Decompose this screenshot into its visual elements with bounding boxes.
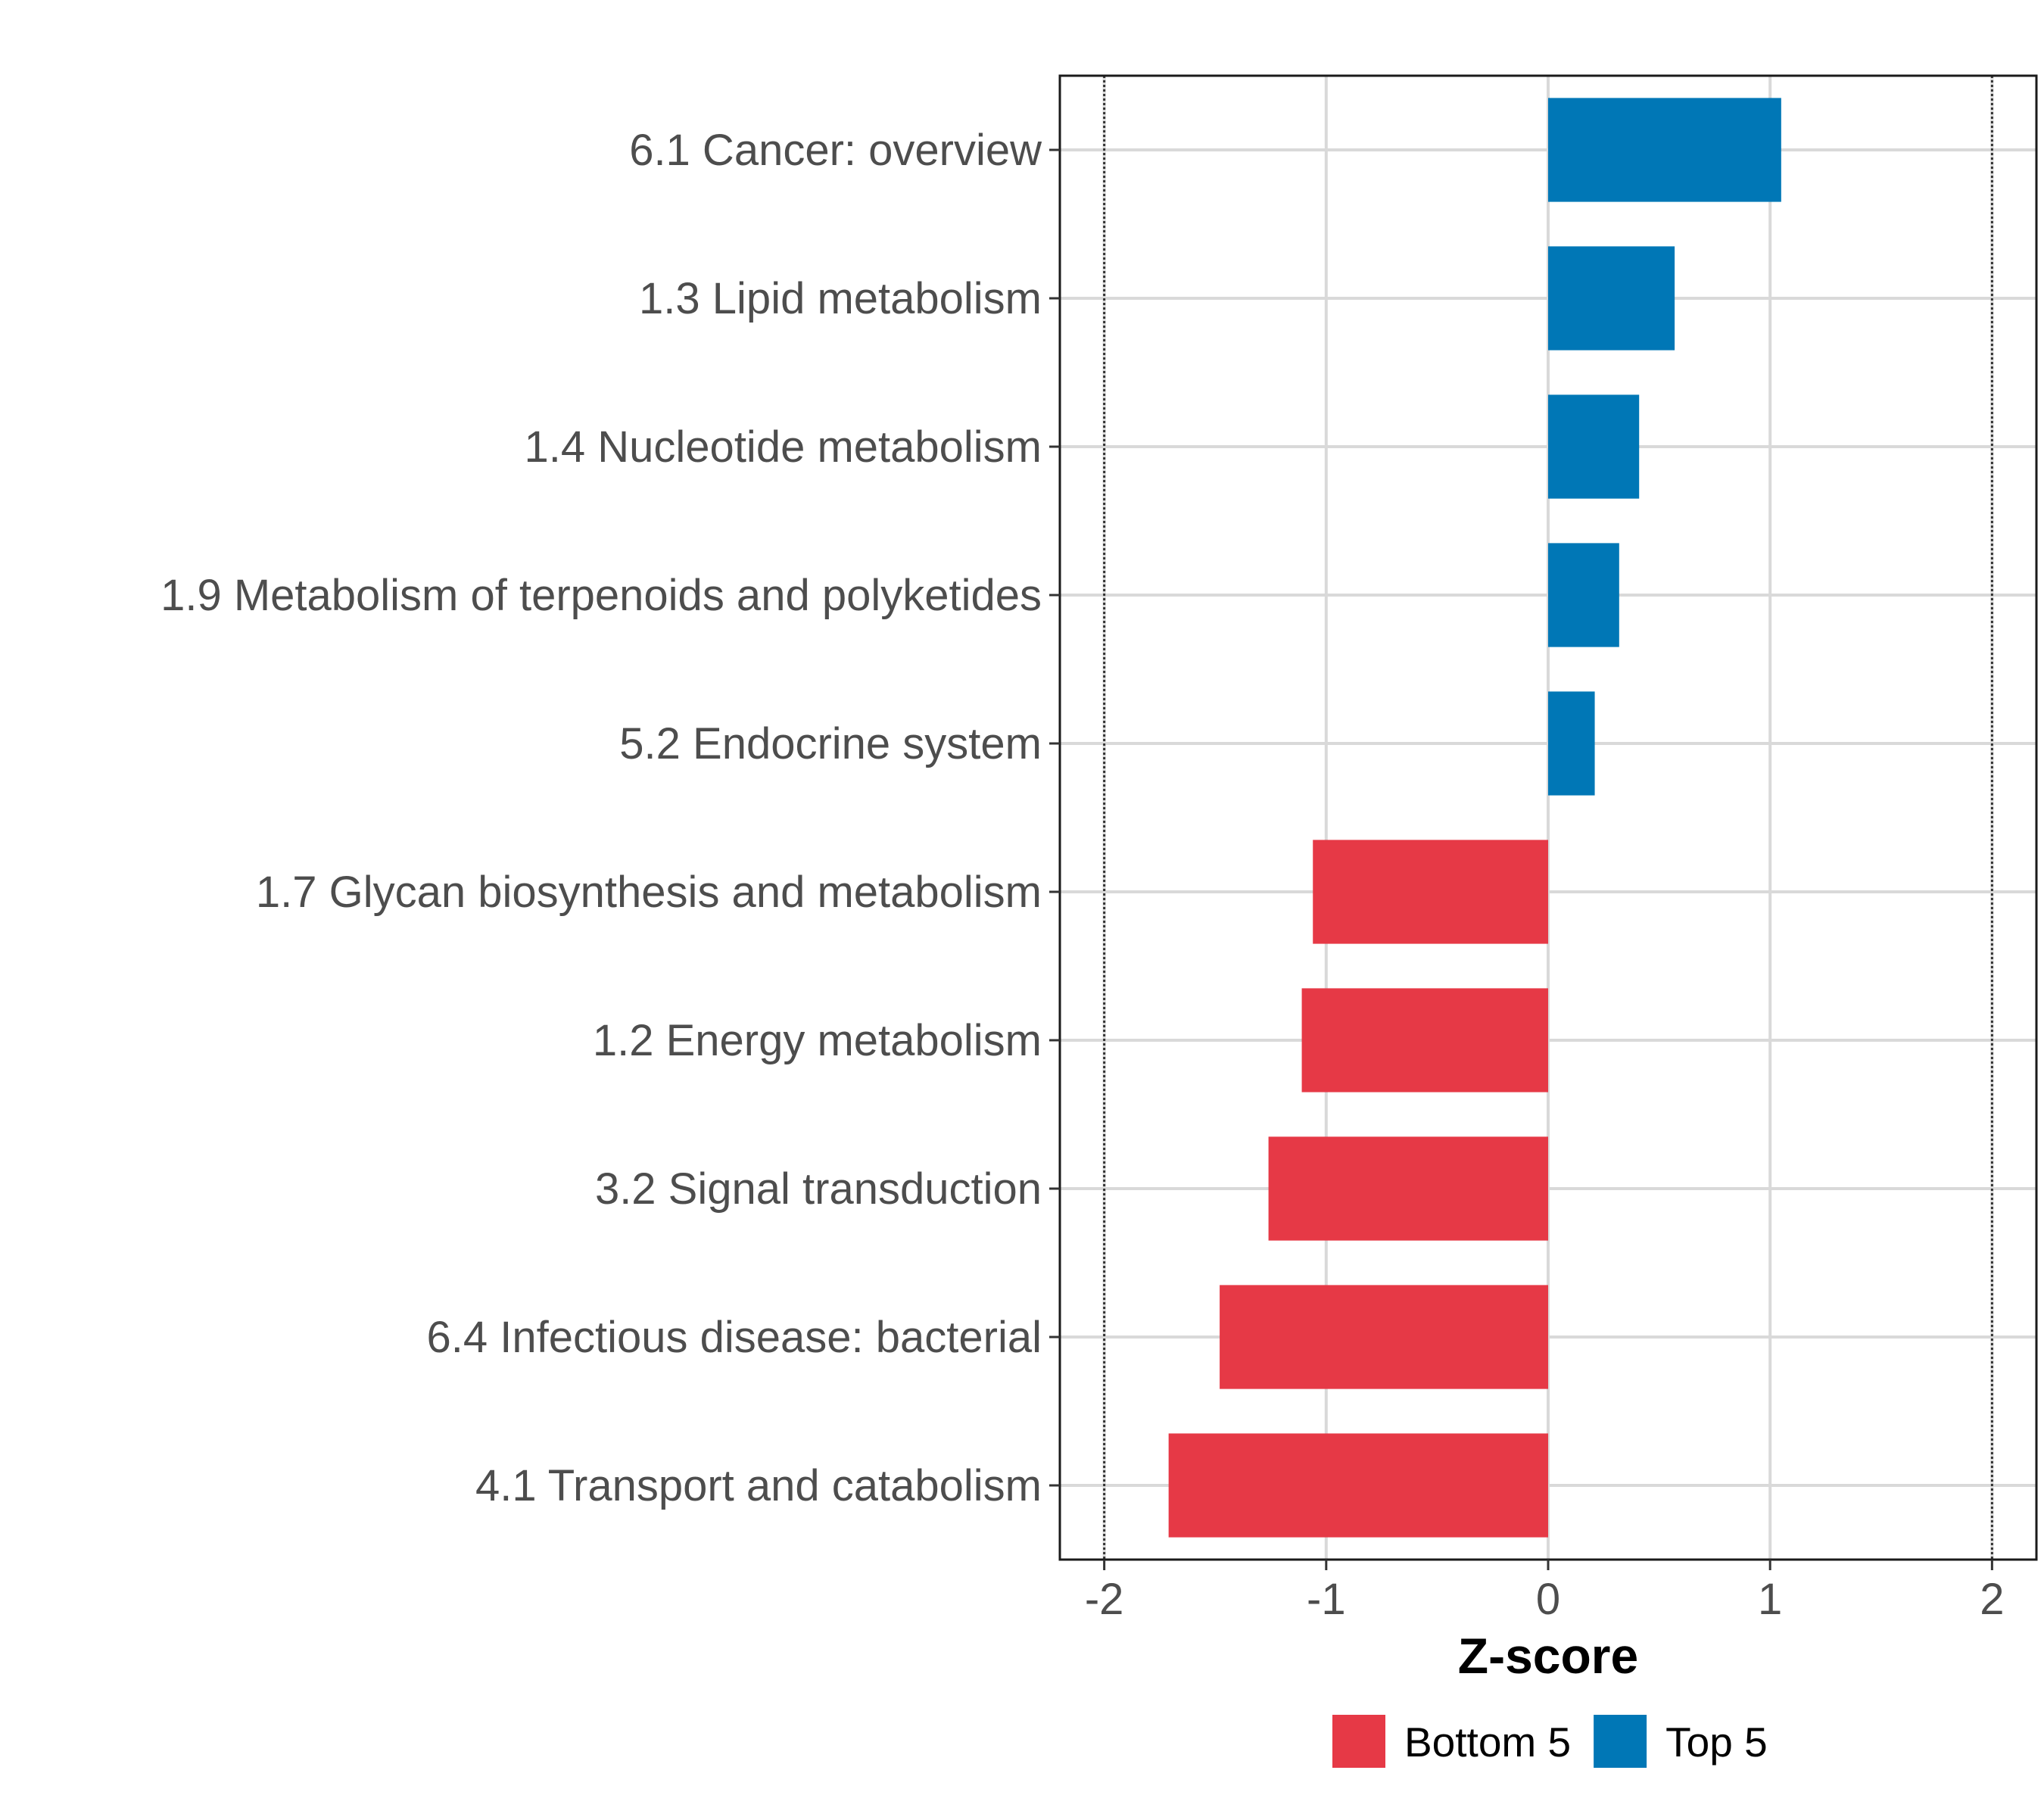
reference-lines — [1103, 76, 1993, 1560]
legend-swatch — [1332, 1715, 1385, 1768]
y-tick-label: 1.7 Glycan biosynthesis and metabolism — [256, 868, 1042, 917]
y-tick-label: 6.1 Cancer: overview — [629, 126, 1042, 175]
bar — [1220, 1285, 1548, 1389]
legend-label: Top 5 — [1665, 1719, 1768, 1766]
y-tick-label: 5.2 Endocrine system — [619, 719, 1042, 768]
legend-swatch — [1594, 1715, 1647, 1768]
bar — [1268, 1136, 1548, 1241]
y-tick-label: 6.4 Infectious disease: bacterial — [427, 1313, 1042, 1362]
bar — [1301, 988, 1548, 1092]
legend-label: Bottom 5 — [1404, 1719, 1571, 1766]
bar — [1548, 394, 1640, 499]
legend: Bottom 5 Top 5 — [1332, 1715, 1768, 1768]
x-tick-label: -2 — [1085, 1575, 1124, 1624]
y-tick-label: 4.1 Transport and catabolism — [475, 1461, 1042, 1510]
bars — [1168, 98, 1781, 1538]
y-tick-label: 1.9 Metabolism of terpenoids and polyket… — [160, 571, 1042, 620]
bar — [1313, 840, 1548, 944]
y-axis: 6.1 Cancer: overview 1.3 Lipid metabolism… — [160, 126, 1060, 1510]
y-tick-label: 1.2 Energy metabolism — [593, 1016, 1042, 1065]
y-tick-label: 3.2 Signal transduction — [595, 1164, 1042, 1214]
x-axis-title: Z-score — [1458, 1628, 1638, 1684]
bar — [1548, 543, 1619, 647]
x-tick-label: -1 — [1307, 1575, 1346, 1624]
x-tick-label: 0 — [1536, 1575, 1560, 1624]
x-tick-label: 1 — [1758, 1575, 1782, 1624]
bar — [1548, 246, 1675, 351]
y-tick-label: 1.3 Lipid metabolism — [639, 274, 1042, 323]
x-tick-label: 2 — [1980, 1575, 2004, 1624]
y-tick-label: 1.4 Nucleotide metabolism — [525, 422, 1042, 472]
bar — [1548, 691, 1595, 796]
x-axis: -2 -1 0 1 2 — [1085, 1560, 2004, 1624]
bar — [1168, 1433, 1548, 1538]
bar — [1548, 98, 1781, 202]
